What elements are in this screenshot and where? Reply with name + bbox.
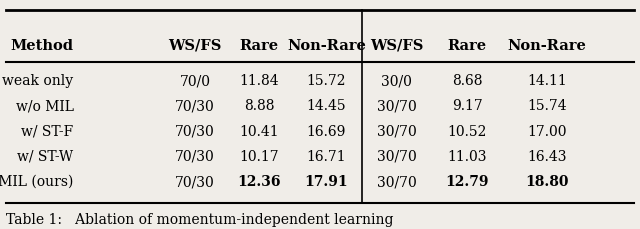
Text: Rare: Rare [239,39,279,53]
Text: 14.45: 14.45 [307,99,346,114]
Text: WS/FS: WS/FS [370,39,424,53]
Text: 16.43: 16.43 [527,150,567,164]
Text: 30/70: 30/70 [377,125,417,139]
Text: 14.11: 14.11 [527,74,567,88]
Text: 30/0: 30/0 [381,74,412,88]
Text: Rare: Rare [447,39,487,53]
Text: Non-Rare: Non-Rare [508,39,587,53]
Text: 12.36: 12.36 [237,175,281,189]
Text: 30/70: 30/70 [377,175,417,189]
Text: w/ ST-W: w/ ST-W [17,150,74,164]
Text: 11.84: 11.84 [239,74,279,88]
Text: 70/30: 70/30 [175,125,215,139]
Text: weak only: weak only [3,74,74,88]
Text: Method: Method [11,39,74,53]
Text: 17.00: 17.00 [527,125,567,139]
Text: with MIL (ours): with MIL (ours) [0,175,74,189]
Text: 16.71: 16.71 [307,150,346,164]
Text: 17.91: 17.91 [305,175,348,189]
Text: 30/70: 30/70 [377,99,417,114]
Text: Non-Rare: Non-Rare [287,39,366,53]
Text: 30/70: 30/70 [377,150,417,164]
Text: 70/30: 70/30 [175,150,215,164]
Text: 16.69: 16.69 [307,125,346,139]
Text: w/ ST-F: w/ ST-F [21,125,74,139]
Text: 70/30: 70/30 [175,99,215,114]
Text: 11.03: 11.03 [447,150,487,164]
Text: Table 1:   Ablation of momentum-independent learning: Table 1: Ablation of momentum-independen… [6,213,394,227]
Text: 10.41: 10.41 [239,125,279,139]
Text: 12.79: 12.79 [445,175,489,189]
Text: 70/0: 70/0 [180,74,211,88]
Text: WS/FS: WS/FS [168,39,222,53]
Text: 9.17: 9.17 [452,99,483,114]
Text: 70/30: 70/30 [175,175,215,189]
Text: 15.74: 15.74 [527,99,567,114]
Text: 15.72: 15.72 [307,74,346,88]
Text: 10.17: 10.17 [239,150,279,164]
Text: 18.80: 18.80 [525,175,569,189]
Text: 8.88: 8.88 [244,99,275,114]
Text: 8.68: 8.68 [452,74,483,88]
Text: w/o MIL: w/o MIL [15,99,74,114]
Text: 10.52: 10.52 [447,125,487,139]
